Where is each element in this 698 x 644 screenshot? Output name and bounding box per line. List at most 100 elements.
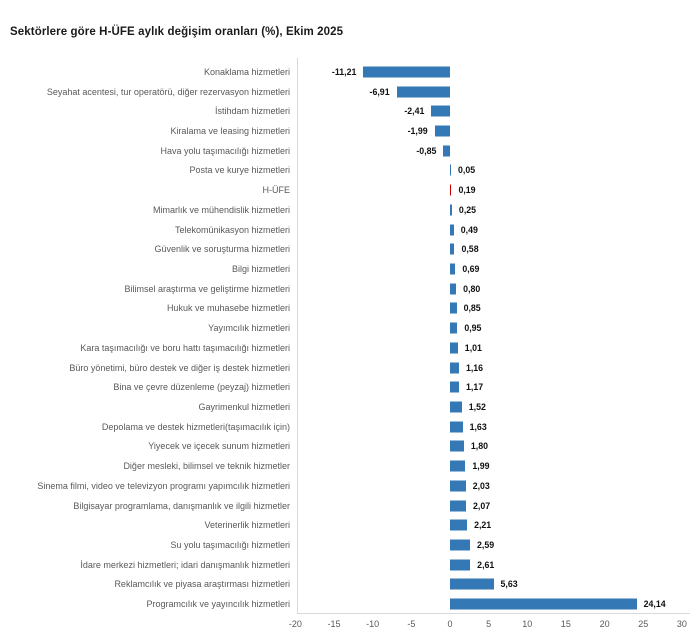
category-label: Programcılık ve yayıncılık hizmetleri	[146, 599, 290, 610]
bar	[443, 145, 450, 157]
bar	[450, 164, 451, 176]
bar	[450, 578, 494, 590]
bar	[450, 342, 458, 354]
bar	[450, 519, 468, 531]
category-label: Telekomünikasyon hizmetleri	[174, 224, 290, 235]
chart-row: Bilgisayar programlama, danışmanlık ve i…	[0, 496, 698, 516]
chart-row: Sinema filmi, video ve televizyon progra…	[0, 476, 698, 496]
chart-row: Seyahat acentesi, tur operatörü, diğer r…	[0, 82, 698, 102]
value-label: 2,03	[472, 480, 490, 491]
x-axis-tick: 30	[676, 619, 687, 629]
x-axis-tick: 5	[486, 619, 492, 629]
x-axis-tick: -5	[407, 619, 416, 629]
bar	[434, 125, 450, 137]
x-axis-tick: 10	[522, 619, 533, 629]
category-label: Diğer mesleki, bilimsel ve teknik hizmet…	[123, 461, 290, 472]
value-label: -2,41	[404, 106, 425, 117]
category-label: Su yolu taşımacılığı hizmetleri	[170, 539, 290, 550]
chart-row: Diğer mesleki, bilimsel ve teknik hizmet…	[0, 456, 698, 476]
value-label: 2,21	[474, 520, 492, 531]
plot-bottom-border	[297, 613, 690, 614]
category-label: Konaklama hizmetleri	[203, 66, 290, 77]
category-label: H-ÜFE	[262, 185, 291, 196]
chart-row: Veterinerlik hizmetleri 2,21	[0, 515, 698, 535]
category-label: Posta ve kurye hizmetleri	[189, 165, 290, 176]
chart-row: Programcılık ve yayıncılık hizmetleri 24,…	[0, 594, 698, 614]
bar	[450, 440, 464, 452]
chart-row: Bilimsel araştırma ve geliştirme hizmetl…	[0, 279, 698, 299]
value-label: 1,52	[468, 401, 486, 412]
bar	[450, 224, 454, 236]
category-label: İdare merkezi hizmetleri; idari danışman…	[80, 559, 290, 570]
chart-row: Bilgi hizmetleri 0,69	[0, 259, 698, 279]
chart-row: Hava yolu taşımacılığı hizmetleri -0,85	[0, 141, 698, 161]
bar	[450, 421, 463, 433]
bar	[450, 322, 458, 334]
value-label: 0,95	[464, 323, 482, 334]
bar	[450, 362, 459, 374]
chart-row: Gayrimenkul hizmetleri 1,52	[0, 397, 698, 417]
chart-row: Kara taşımacılığı ve boru hattı taşımacı…	[0, 338, 698, 358]
chart-row: Su yolu taşımacılığı hizmetleri 2,59	[0, 535, 698, 555]
value-label: 0,69	[462, 263, 480, 274]
category-label: Hava yolu taşımacılığı hizmetleri	[160, 145, 290, 156]
category-label: Bilgi hizmetleri	[231, 263, 290, 274]
x-axis-tick: -10	[366, 619, 380, 629]
chart-row: Güvenlik ve soruşturma hizmetleri 0,58	[0, 239, 698, 259]
category-label: İstihdam hizmetleri	[214, 106, 290, 117]
chart-row: Konaklama hizmetleri -11,21	[0, 62, 698, 82]
category-label: Hukuk ve muhasebe hizmetleri	[166, 303, 290, 314]
chart-row: Büro yönetimi, büro destek ve diğer iş d…	[0, 358, 698, 378]
category-label: Büro yönetimi, büro destek ve diğer iş d…	[69, 362, 290, 373]
x-axis: -20 -15 -10 -5 0 5 10 15 20 25 30	[0, 619, 698, 633]
category-label: Mimarlık ve mühendislik hizmetleri	[152, 204, 290, 215]
bar	[450, 460, 466, 472]
category-label: Bilimsel araştırma ve geliştirme hizmetl…	[124, 283, 290, 294]
category-label: Bilgisayar programlama, danışmanlık ve i…	[73, 500, 290, 511]
chart-row: İdare merkezi hizmetleri; idari danışman…	[0, 555, 698, 575]
chart-row: Depolama ve destek hizmetleri(taşımacılı…	[0, 417, 698, 437]
value-label: -11,21	[331, 66, 357, 77]
chart-row: Reklamcılık ve piyasa araştırması hizmet…	[0, 575, 698, 595]
bar	[396, 86, 450, 98]
x-axis-tick: 20	[599, 619, 610, 629]
category-label: Güvenlik ve soruşturma hizmetleri	[154, 244, 290, 255]
bar	[450, 283, 457, 295]
value-label: 0,25	[458, 204, 477, 215]
chart-row: Kiralama ve leasing hizmetleri -1,99	[0, 121, 698, 141]
value-label: 1,63	[469, 421, 487, 432]
category-label: Seyahat acentesi, tur operatörü, diğer r…	[46, 86, 290, 97]
bar	[450, 381, 460, 393]
value-label: 2,59	[477, 539, 495, 550]
value-label: -6,91	[369, 86, 390, 97]
chart-row: Telekomünikasyon hizmetleri 0,49	[0, 220, 698, 240]
bar	[431, 105, 450, 117]
bar	[450, 263, 456, 275]
bar	[450, 243, 455, 255]
category-label: Yayımcılık hizmetleri	[208, 323, 290, 334]
chart-row: Hukuk ve muhasebe hizmetleri 0,85	[0, 299, 698, 319]
value-label: 24,14	[643, 599, 666, 610]
x-axis-tick: 25	[638, 619, 649, 629]
value-label: 0,05	[458, 165, 476, 176]
chart-title: Sektörlere göre H-ÜFE aylık değişim oran…	[10, 26, 344, 38]
chart-row: H-ÜFE 0,19	[0, 180, 698, 200]
bar	[450, 559, 471, 571]
category-label: Yiyecek ve içecek sunum hizmetleri	[148, 441, 290, 452]
category-label: Reklamcılık ve piyasa araştırması hizmet…	[114, 579, 290, 590]
category-label: Kiralama ve leasing hizmetleri	[170, 125, 290, 136]
chart-row: Posta ve kurye hizmetleri 0,05	[0, 161, 698, 181]
x-axis-tick: 15	[560, 619, 571, 629]
value-label: 0,19	[458, 185, 476, 196]
value-label: 1,99	[472, 461, 490, 472]
value-label: 0,58	[461, 244, 479, 255]
plot-area: Konaklama hizmetleri -11,21 Seyahat acente…	[0, 62, 698, 614]
value-label: -0,85	[416, 145, 437, 156]
bar	[450, 401, 462, 413]
value-label: 1,01	[464, 342, 482, 353]
chart-row: Mimarlık ve mühendislik hizmetleri 0,25	[0, 200, 698, 220]
chart-row: Bina ve çevre düzenleme (peyzaj) hizmetl…	[0, 377, 698, 397]
category-label: Depolama ve destek hizmetleri(taşımacılı…	[101, 421, 290, 432]
bar	[450, 480, 466, 492]
